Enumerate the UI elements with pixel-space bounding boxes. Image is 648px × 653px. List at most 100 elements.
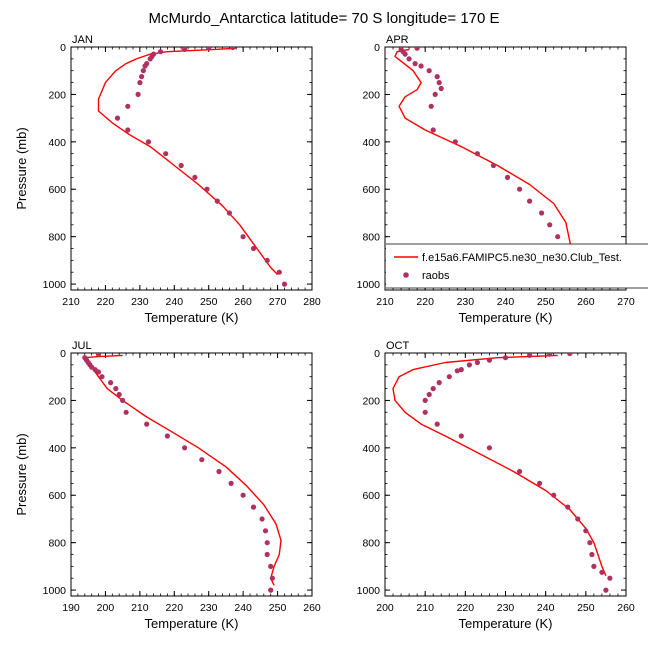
raobs-marker	[240, 234, 246, 240]
raobs-marker	[486, 357, 492, 363]
raobs-marker	[428, 103, 434, 109]
raobs-marker	[402, 51, 408, 57]
x-tick-label: 280	[303, 296, 321, 308]
x-tick-label: 250	[577, 602, 595, 614]
x-tick-label: 230	[497, 602, 515, 614]
raobs-marker	[517, 186, 523, 192]
raobs-marker	[446, 374, 452, 380]
raobs-marker	[262, 528, 269, 534]
x-tick-label: 240	[497, 296, 515, 308]
x-tick-label: 190	[62, 602, 80, 614]
raobs-marker	[426, 391, 432, 398]
x-tick-label: 210	[416, 602, 434, 614]
raobs-marker	[228, 480, 234, 486]
y-tick-label: 1000	[43, 585, 67, 597]
raobs-marker	[599, 569, 605, 575]
raobs-marker	[281, 281, 288, 287]
x-tick-label: 260	[234, 296, 252, 308]
raobs-marker	[264, 551, 270, 558]
plot-area	[82, 353, 282, 593]
raobs-marker	[147, 56, 153, 62]
x-tick-label: 260	[617, 602, 635, 614]
panel-oct: 200 210 220 230 240 250 260 0 200 400 600 800 1000 OC…	[357, 340, 635, 631]
x-tick-label: 250	[200, 296, 218, 308]
raobs-marker	[268, 587, 274, 593]
raobs-marker	[547, 222, 553, 228]
raobs-marker	[589, 551, 595, 558]
raobs-marker	[591, 563, 597, 570]
raobs-marker	[587, 540, 593, 546]
raobs-marker	[504, 174, 511, 180]
raobs-marker	[259, 516, 265, 522]
y-tick-label: 800	[362, 538, 380, 550]
raobs-marker	[551, 492, 557, 498]
raobs-marker	[565, 504, 571, 510]
panel-apr: 210 220 230 240 250 260 270 0 200 400 600 800 1000 AP…	[357, 34, 648, 325]
y-tick-label: 800	[362, 232, 380, 244]
raobs-marker	[412, 61, 418, 67]
model-line	[392, 354, 607, 577]
legend-marker-swatch	[403, 272, 409, 278]
raobs-marker	[490, 162, 496, 169]
raobs-marker	[216, 468, 222, 475]
raobs-marker	[95, 353, 102, 357]
raobs-marker	[539, 210, 545, 216]
plot-frame	[70, 352, 313, 597]
raobs-marker	[575, 516, 581, 522]
raobs-marker	[120, 397, 126, 403]
x-tick-label: 220	[97, 296, 115, 308]
raobs-marker	[422, 409, 428, 415]
raobs-marker	[567, 353, 573, 357]
raobs-marker	[226, 210, 232, 216]
raobs-marker	[434, 74, 440, 80]
x-tick-label: 230	[200, 602, 218, 614]
x-tick-label: 250	[537, 296, 555, 308]
y-tick-label: 0	[374, 348, 380, 360]
y-tick-label: 600	[362, 184, 380, 196]
raobs-marker	[192, 174, 198, 180]
raobs-marker	[438, 85, 444, 92]
raobs-marker	[108, 380, 114, 386]
legend-model-label: f.e15a6.FAMIPC5.ne30_ne30.Club_Test.	[422, 252, 622, 264]
x-tick-label: 220	[166, 602, 184, 614]
raobs-marker	[157, 49, 164, 55]
raobs-marker	[607, 575, 613, 581]
raobs-marker	[116, 391, 122, 398]
raobs-marker	[426, 68, 432, 74]
x-tick-label: 250	[269, 602, 287, 614]
y-tick-label: 1000	[43, 279, 67, 291]
x-tick-label: 240	[166, 296, 184, 308]
raobs-marker	[458, 433, 464, 439]
panel-label: JUL	[72, 340, 92, 352]
raobs-marker	[603, 587, 609, 593]
raobs-marker	[527, 353, 533, 358]
raobs-marker	[517, 468, 523, 475]
x-tick-label: 200	[376, 602, 394, 614]
x-tick-label: 240	[234, 602, 252, 614]
raobs-marker	[113, 386, 119, 392]
panel-jan: 210 220 230 240 250 260 270 280 0 200 400 600 800 100…	[14, 34, 321, 325]
raobs-marker	[114, 115, 121, 121]
plot-frame	[70, 46, 313, 291]
raobs-marker	[434, 421, 440, 427]
raobs-marker	[486, 445, 492, 451]
raobs-marker	[142, 63, 148, 69]
y-tick-label: 1000	[357, 279, 381, 291]
x-axis-label: Temperature (K)	[145, 616, 239, 631]
y-tick-label: 0	[374, 42, 380, 54]
y-tick-label: 800	[48, 538, 66, 550]
y-tick-label: 400	[362, 443, 380, 455]
model-line	[97, 47, 279, 276]
x-tick-label: 260	[303, 602, 321, 614]
legend-box	[386, 244, 648, 288]
raobs-marker	[139, 74, 145, 80]
raobs-marker	[204, 186, 210, 192]
raobs-marker	[214, 198, 220, 204]
y-tick-label: 1000	[357, 585, 381, 597]
y-tick-label: 0	[60, 42, 66, 54]
raobs-marker	[250, 504, 257, 510]
raobs-marker	[458, 367, 464, 373]
panel-label: OCT	[386, 340, 410, 352]
y-axis-label: Pressure (mb)	[14, 433, 29, 515]
x-tick-label: 210	[376, 296, 394, 308]
